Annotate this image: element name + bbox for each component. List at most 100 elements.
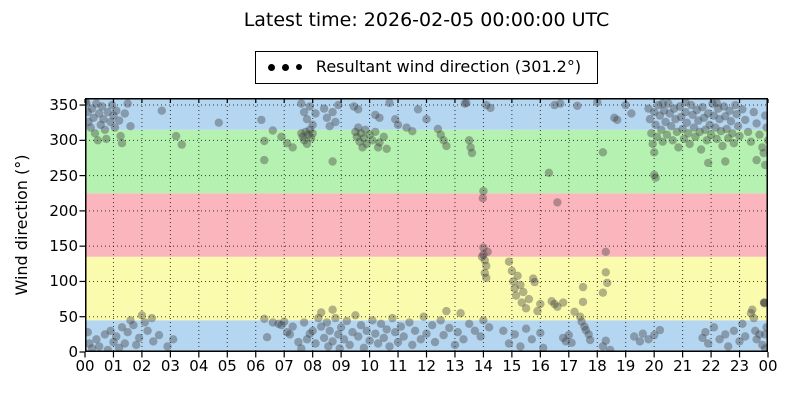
data-point [356,321,366,330]
data-point [260,314,269,323]
dot-icon [295,64,302,70]
data-point [107,100,117,110]
x-tick-label: 06 [246,357,266,375]
data-point [651,173,660,182]
data-point [308,129,317,138]
data-point [99,115,108,124]
data-point [362,139,371,149]
data-point [701,328,710,337]
data-point [299,318,309,327]
data-point [746,309,756,318]
data-point [667,122,676,131]
data-point [331,313,340,323]
data-point [157,106,166,115]
data-point [752,155,761,165]
data-point [87,104,97,113]
data-point [459,335,468,344]
data-point [553,302,562,311]
data-point [479,186,488,196]
data-point [759,148,768,158]
data-point [371,329,380,338]
data-point [691,132,700,141]
data-point [280,317,289,326]
data-point [308,326,317,335]
data-point [536,328,545,338]
data-point [654,100,663,110]
data-point [735,337,744,346]
data-point [544,168,554,177]
data-point [405,318,414,327]
data-point [331,117,340,127]
data-point [413,105,423,114]
data-point [761,111,768,120]
data-point [760,298,768,307]
data-point [705,120,714,129]
data-point [715,115,724,124]
data-point [598,148,608,157]
data-point [120,109,129,118]
data-point [584,330,593,339]
data-point [550,100,559,110]
data-point [132,340,141,350]
data-point [169,335,178,344]
data-point [365,130,374,139]
data-point [288,322,297,331]
data-point [556,99,565,108]
data-point [260,155,269,165]
x-tick-label: 02 [132,357,152,375]
data-point [117,139,127,148]
data-point [450,340,460,350]
data-point [85,328,92,337]
data-point [328,107,337,117]
data-point [140,318,149,327]
data-point [102,134,111,144]
data-point [319,333,329,343]
data-point [376,319,386,328]
data-point [657,125,666,134]
data-point [553,198,562,207]
y-axis-label: Wind direction (°) [12,154,31,296]
scatter-plot-canvas [79,98,769,358]
data-point [419,312,428,321]
y-tick-label: 0 [68,343,78,361]
data-point [149,337,158,346]
data-point [669,104,679,113]
data-point [758,143,767,152]
data-point [442,141,451,151]
x-tick-label: 22 [701,357,721,375]
data-point [511,291,521,300]
data-point [436,130,445,139]
data-point [430,337,440,347]
data-point [112,106,121,115]
data-point [580,322,589,331]
data-point [539,343,548,352]
dot-icon [281,63,289,71]
data-point [479,316,488,325]
data-point [297,344,306,352]
data-point [112,332,121,341]
data-point [674,143,683,152]
data-point [610,113,619,122]
x-tick-label: 20 [644,357,664,375]
data-point [297,99,306,108]
x-tick-label: 23 [729,357,750,375]
data-point [709,111,719,120]
data-point [510,284,519,293]
data-point [735,131,744,141]
legend-label: Resultant wind direction (301.2°) [315,57,582,76]
data-point [712,98,721,108]
data-point [147,313,157,323]
data-point [692,105,702,115]
chart-title: Latest time: 2026-02-05 00:00:00 UTC [243,9,610,31]
data-point [308,120,317,129]
data-point [486,103,495,113]
data-point [558,298,568,307]
data-point [298,132,307,141]
x-tick-label: 01 [103,357,123,375]
data-point [716,127,726,136]
data-point [661,117,670,127]
data-point [672,127,682,137]
data-point [662,130,672,139]
data-point [598,288,608,297]
data-point [325,122,334,131]
